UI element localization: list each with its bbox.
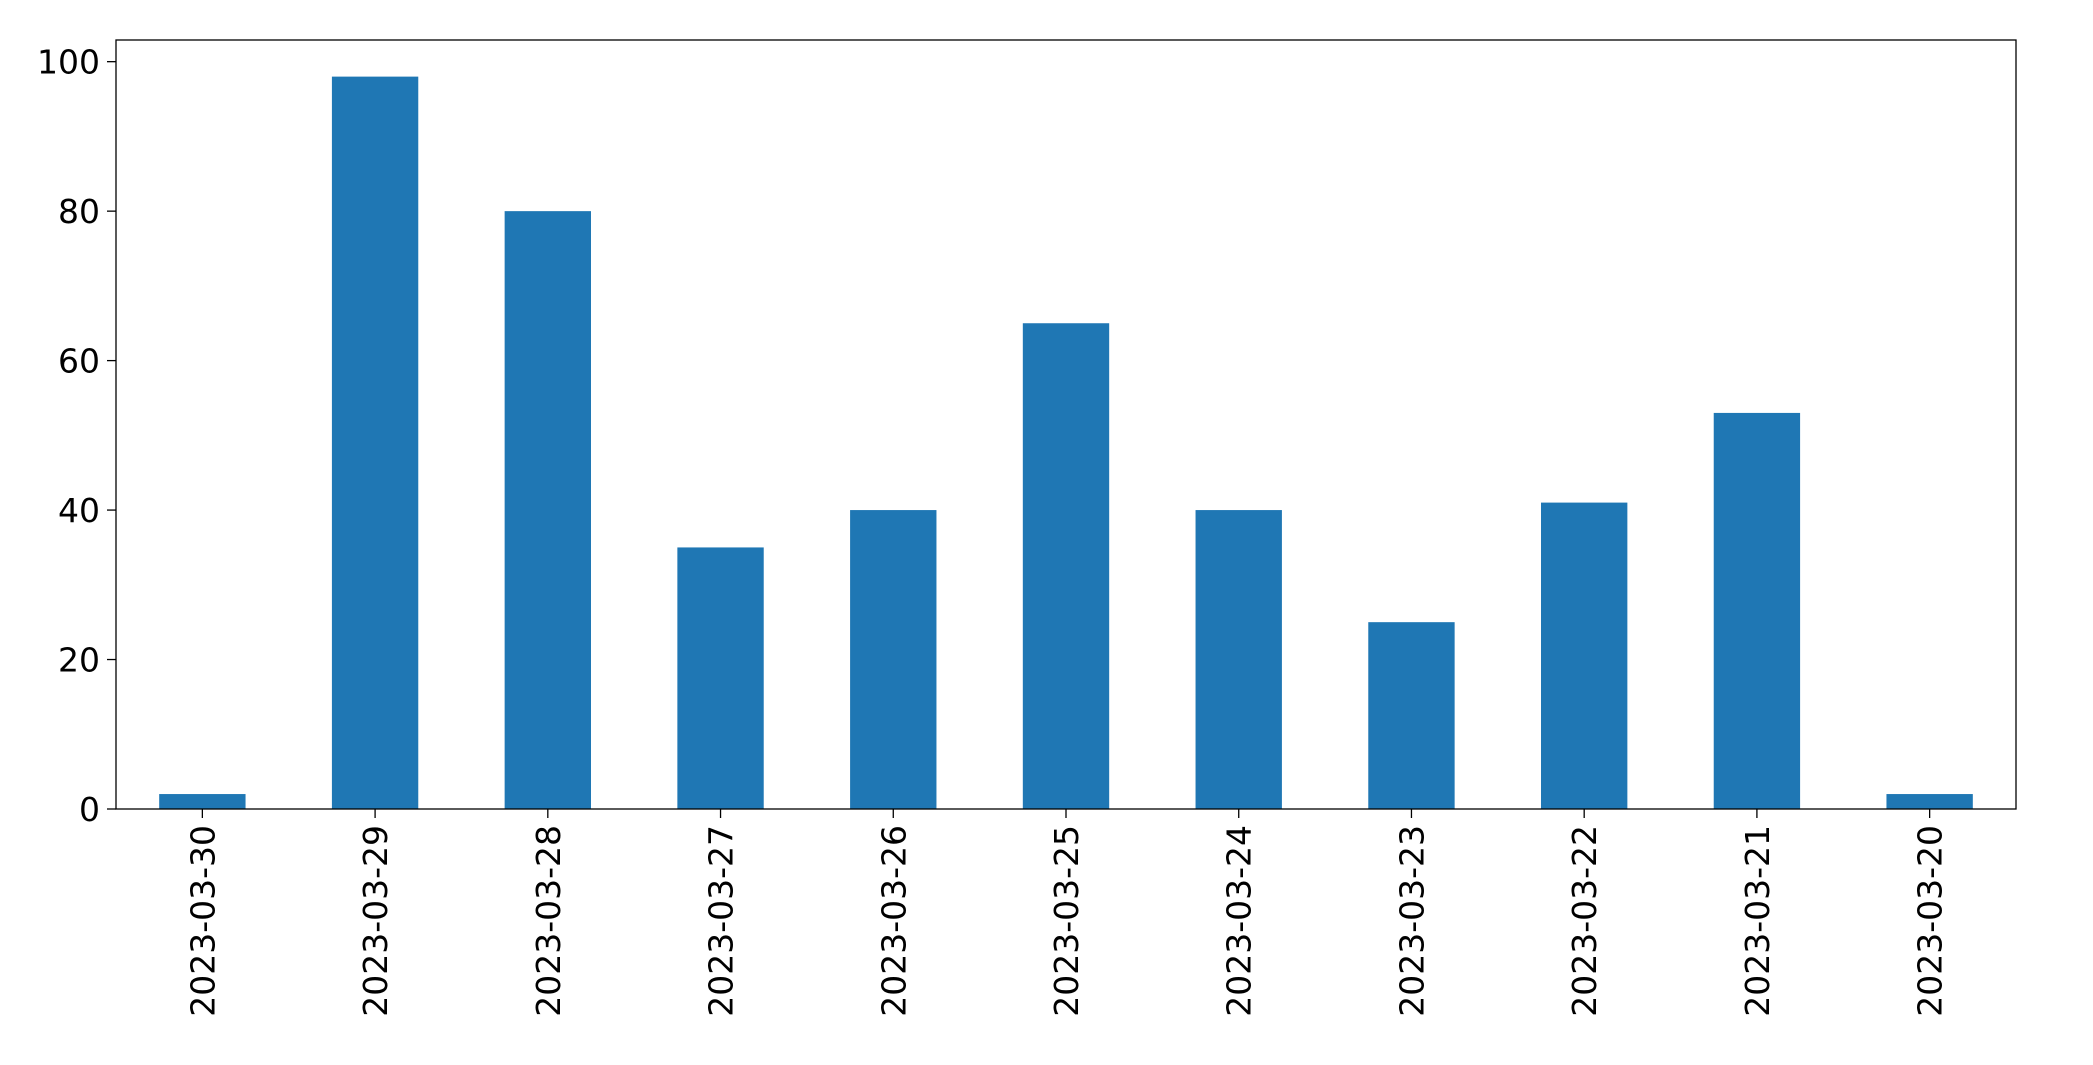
- y-tick-label: 60: [58, 342, 100, 381]
- x-tick-label: 2023-03-22: [1565, 825, 1604, 1017]
- bar: [504, 211, 591, 809]
- x-tick-label: 2023-03-24: [1220, 825, 1259, 1017]
- bar: [1541, 502, 1628, 809]
- bar: [1368, 622, 1455, 809]
- bar: [850, 510, 937, 809]
- x-tick-label: 2023-03-26: [874, 825, 913, 1017]
- bar: [1022, 323, 1110, 809]
- bar: [1713, 412, 1801, 809]
- bar: [331, 76, 419, 810]
- y-tick-label: 100: [37, 43, 100, 82]
- x-tick-label: 2023-03-25: [1047, 825, 1086, 1017]
- x-tick-label: 2023-03-30: [183, 825, 222, 1017]
- bar: [1195, 510, 1282, 809]
- x-tick-label: 2023-03-21: [1738, 825, 1777, 1017]
- x-tick-label: 2023-03-27: [702, 825, 741, 1017]
- y-tick-label: 80: [58, 192, 100, 231]
- bar: [159, 794, 246, 809]
- x-tick-label: 2023-03-20: [1911, 825, 1950, 1017]
- y-tick-label: 40: [58, 491, 100, 530]
- bar: [677, 547, 764, 809]
- x-tick-label: 2023-03-28: [529, 825, 568, 1017]
- x-tick-label: 2023-03-23: [1392, 825, 1431, 1017]
- y-tick-label: 0: [79, 790, 100, 829]
- x-tick-label: 2023-03-29: [356, 825, 395, 1017]
- y-tick-label: 20: [58, 641, 100, 680]
- bar: [1886, 794, 1973, 809]
